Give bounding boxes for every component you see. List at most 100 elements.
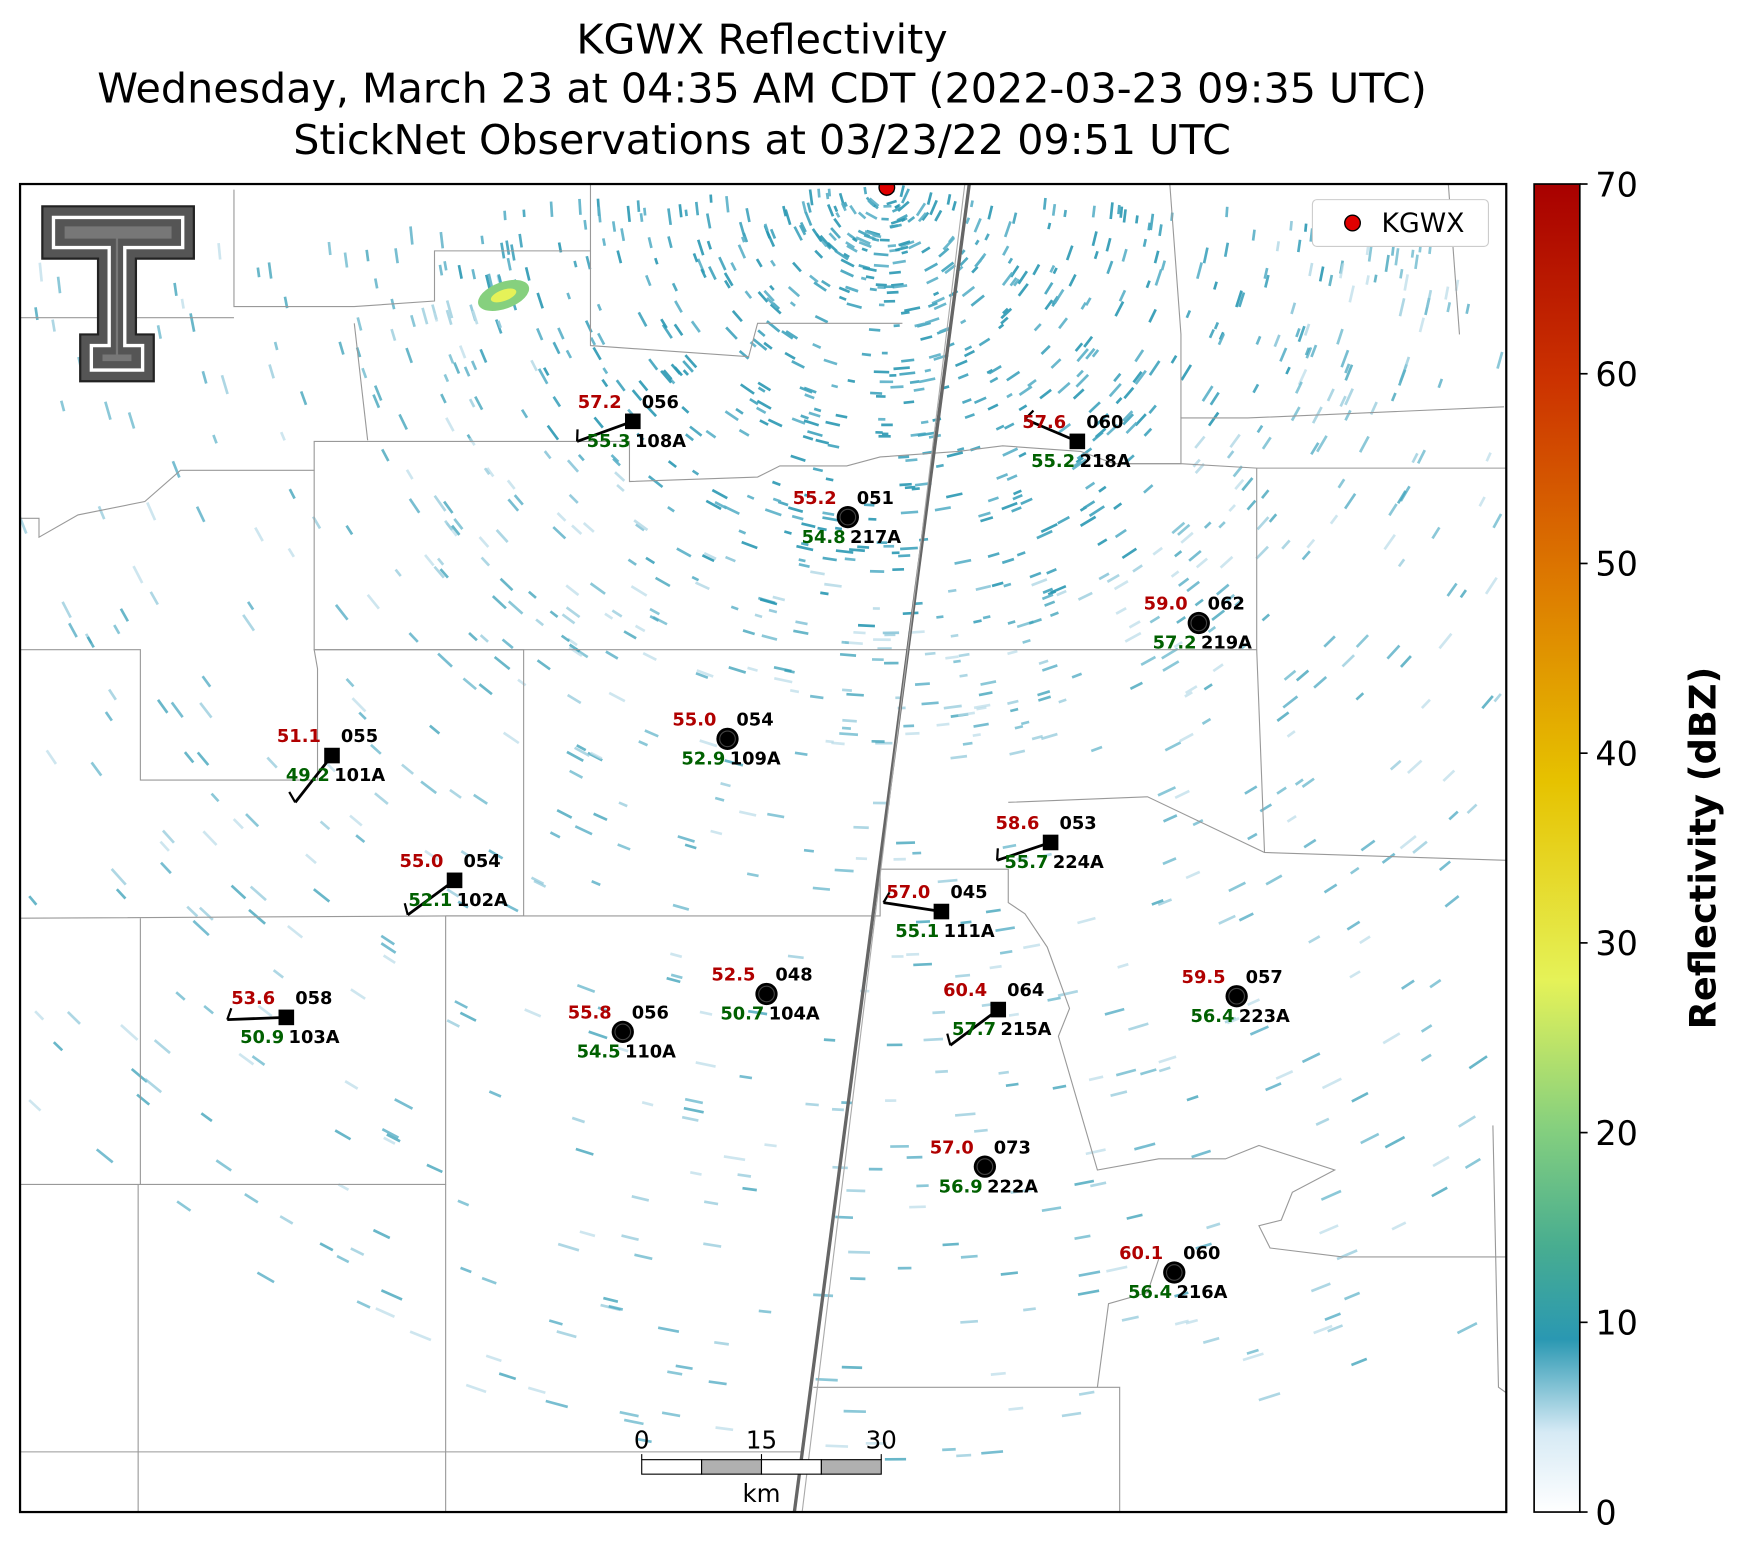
echo bbox=[1264, 274, 1270, 288]
echo bbox=[568, 646, 583, 657]
echo bbox=[1458, 1115, 1477, 1128]
echo bbox=[937, 878, 958, 884]
echo bbox=[557, 1242, 580, 1252]
echo bbox=[370, 743, 382, 755]
dewpoint: 50.9 bbox=[240, 1027, 284, 1048]
echo bbox=[1256, 516, 1270, 531]
colorbar-tick-label: 30 bbox=[1595, 924, 1638, 963]
echo bbox=[176, 1200, 192, 1212]
scale-unit: km bbox=[742, 1479, 780, 1508]
echo bbox=[620, 228, 626, 242]
echo bbox=[1009, 277, 1018, 287]
echo bbox=[457, 264, 463, 279]
echo bbox=[964, 345, 973, 352]
echo bbox=[662, 369, 673, 381]
echo bbox=[552, 341, 561, 355]
echo bbox=[935, 1069, 949, 1074]
echo bbox=[156, 699, 169, 714]
temperature: 57.6 bbox=[1022, 412, 1066, 433]
echo bbox=[1256, 424, 1264, 434]
echo bbox=[978, 691, 993, 697]
echo bbox=[926, 192, 933, 205]
echo bbox=[902, 611, 919, 616]
echo bbox=[567, 637, 578, 647]
echo bbox=[1282, 695, 1299, 709]
echo bbox=[1420, 1053, 1432, 1062]
echo bbox=[678, 204, 683, 218]
colorbar-label: Reflectivity (dBZ) bbox=[1682, 667, 1725, 1030]
echo bbox=[715, 1426, 734, 1432]
echo bbox=[667, 460, 677, 469]
echo bbox=[1481, 695, 1494, 710]
echo bbox=[831, 741, 845, 746]
echo bbox=[1098, 572, 1110, 581]
echo bbox=[840, 258, 855, 268]
echo bbox=[1341, 654, 1355, 668]
echo bbox=[144, 1077, 163, 1094]
echo bbox=[319, 820, 331, 831]
pressure: 051 bbox=[857, 488, 894, 509]
echo bbox=[1077, 1289, 1100, 1296]
echo bbox=[723, 505, 740, 515]
echo bbox=[61, 601, 72, 619]
echo bbox=[543, 367, 550, 377]
echo bbox=[171, 460, 181, 479]
echo bbox=[1031, 734, 1044, 741]
echo bbox=[110, 868, 127, 886]
echo bbox=[1246, 1348, 1259, 1355]
echo bbox=[1339, 395, 1347, 408]
echo bbox=[366, 593, 380, 610]
echo bbox=[742, 629, 756, 636]
echo bbox=[1194, 462, 1206, 474]
pressure: 054 bbox=[463, 851, 500, 872]
echo bbox=[1208, 328, 1215, 339]
echo bbox=[890, 385, 904, 389]
echo bbox=[897, 1266, 912, 1270]
echo bbox=[95, 1148, 114, 1164]
echo bbox=[789, 689, 800, 694]
echo bbox=[449, 788, 462, 799]
echo bbox=[596, 303, 602, 311]
echo bbox=[1074, 1179, 1095, 1187]
echo bbox=[1328, 274, 1334, 287]
echo bbox=[552, 526, 567, 540]
echo bbox=[1406, 759, 1423, 775]
echo bbox=[1007, 257, 1014, 265]
echo bbox=[1128, 620, 1141, 629]
echo bbox=[1493, 693, 1502, 703]
echo bbox=[865, 211, 878, 220]
echo bbox=[900, 310, 910, 315]
echo bbox=[1186, 580, 1201, 593]
echo bbox=[1093, 250, 1099, 260]
echo bbox=[1355, 692, 1365, 701]
echo bbox=[446, 1019, 460, 1028]
echo bbox=[1344, 364, 1354, 381]
echo bbox=[852, 237, 858, 243]
echo bbox=[1358, 435, 1370, 453]
echo bbox=[1011, 506, 1022, 513]
echo bbox=[565, 584, 580, 597]
echo bbox=[507, 600, 524, 615]
map-frame bbox=[18, 182, 1508, 1514]
echo bbox=[814, 314, 829, 324]
station-id: 109A bbox=[730, 748, 781, 769]
echo bbox=[738, 221, 746, 237]
echo bbox=[826, 203, 835, 217]
echo bbox=[696, 239, 705, 256]
echo bbox=[769, 284, 775, 291]
echo bbox=[830, 227, 842, 239]
colorbar: Reflectivity (dBZ) 0 10 20 30 40 50 60 70 bbox=[1533, 165, 1725, 1532]
echo bbox=[1110, 1090, 1128, 1098]
echo bbox=[1323, 635, 1336, 648]
echo bbox=[569, 769, 584, 779]
echo bbox=[536, 292, 544, 309]
echo bbox=[670, 973, 683, 980]
echo bbox=[495, 529, 509, 543]
echo bbox=[809, 274, 819, 284]
echo bbox=[758, 1309, 772, 1314]
echo bbox=[934, 506, 951, 512]
echo bbox=[670, 952, 683, 959]
echo bbox=[201, 370, 208, 384]
echo bbox=[857, 623, 875, 628]
echo bbox=[1365, 275, 1370, 285]
